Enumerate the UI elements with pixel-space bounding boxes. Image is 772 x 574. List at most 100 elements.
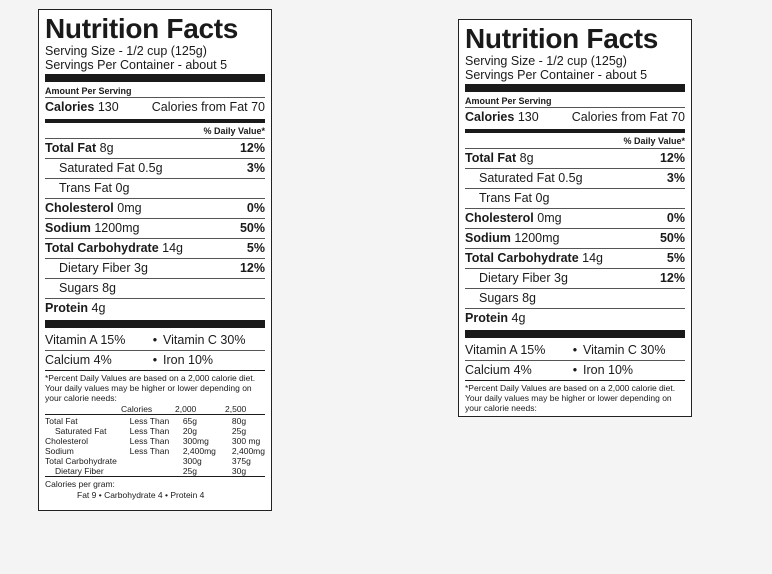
table-header-row: Calories 2,000 2,500 — [45, 404, 246, 414]
nutrient-amount: 14g — [582, 251, 604, 265]
bullet: • — [152, 333, 158, 347]
daily-value-header: % Daily Value* — [203, 126, 265, 136]
thin-divider — [45, 476, 265, 477]
vitamin-c: Vitamin C 30% — [583, 343, 666, 357]
calories-value: 130 — [97, 100, 119, 114]
amount-per-serving: Amount Per Serving — [465, 96, 552, 106]
nutrient-name: Total Fat — [45, 141, 97, 155]
nutrient-row-sodium: Sodium 1200mg 50% — [45, 218, 265, 238]
nutrient-row-protein: Protein 4g — [465, 308, 685, 328]
nutrient-row-saturated-fat: Saturated Fat 0.5g 3% — [45, 158, 265, 178]
nutrient-name: Trans Fat — [479, 191, 533, 205]
table-cell: Total Fat — [45, 416, 78, 426]
nutrient-pct: 0% — [246, 201, 265, 215]
table-row: Dietary Fiber 25g 30g — [45, 466, 265, 476]
nutrient-name: Protein — [45, 301, 89, 315]
thin-divider — [45, 414, 265, 415]
table-row: Total Fat Less Than 65g 80g — [45, 416, 265, 426]
calories-label: Calories — [45, 100, 95, 114]
nutrient-row-total-carb: Total Carbohydrate 14g 5% — [465, 248, 685, 268]
footnote: *Percent Daily Values are based on a 2,0… — [465, 383, 676, 413]
nutrient-amount: 4g — [511, 311, 526, 325]
thick-divider — [465, 330, 685, 338]
nutrient-pct: 12% — [239, 261, 265, 275]
table-cell: 2,500 — [225, 404, 247, 414]
table-cell: 20g — [182, 426, 198, 436]
table-cell: Sodium — [45, 446, 74, 456]
table-cell: Total Carbohydrate — [45, 456, 117, 466]
label-title: Nutrition Facts — [45, 13, 239, 44]
nutrient-amount: 3g — [134, 261, 148, 275]
nutrient-row-trans-fat: Trans Fat 0g — [45, 178, 265, 198]
nutrient-name: Cholesterol — [45, 201, 114, 215]
nutrient-name: Sodium — [45, 221, 91, 235]
mineral-row: Calcium 4% • Iron 10% — [45, 350, 265, 370]
calcium: Calcium 4% — [45, 353, 112, 367]
nutrient-name: Protein — [465, 311, 509, 325]
table-row: Cholesterol Less Than 300mg 300 mg — [45, 436, 265, 446]
iron: Iron 10% — [163, 353, 214, 367]
nutrient-row-sugars: Sugars 8g — [45, 278, 265, 298]
table-row: Total Carbohydrate 300g 375g — [45, 456, 265, 466]
table-cell: Less Than — [129, 416, 170, 426]
table-cell: Cholesterol — [45, 436, 88, 446]
nutrient-pct: 50% — [659, 231, 685, 245]
medium-divider — [465, 129, 685, 133]
table-cell: 25g — [182, 466, 198, 476]
nutrient-row-protein: Protein 4g — [45, 298, 265, 318]
thick-divider — [45, 74, 265, 82]
daily-value-header: % Daily Value* — [623, 136, 685, 146]
nutrient-name: Sugars — [479, 291, 519, 305]
vitamin-a: Vitamin A 15% — [465, 343, 546, 357]
nutrient-amount: 1200mg — [514, 231, 560, 245]
table-row: Saturated Fat Less Than 20g 25g — [45, 426, 265, 436]
calories-label: Calories — [465, 110, 515, 124]
amount-per-serving: Amount Per Serving — [45, 86, 132, 96]
nutrient-pct: 3% — [666, 171, 685, 185]
nutrient-pct: 12% — [659, 151, 685, 165]
thin-divider — [45, 370, 265, 371]
calories-value: 130 — [517, 110, 539, 124]
table-cell: Less Than — [129, 426, 170, 436]
nutrient-row-cholesterol: Cholesterol 0mg 0% — [45, 198, 265, 218]
table-cell: 300mg — [182, 436, 209, 446]
nutrient-pct: 0% — [666, 211, 685, 225]
nutrient-name: Trans Fat — [59, 181, 113, 195]
calories-row: Calories 130 Calories from Fat 70 — [45, 97, 265, 117]
servings-per-container: Servings Per Container - about 5 — [45, 58, 228, 72]
nutrient-pct: 5% — [666, 251, 685, 265]
table-cell: Less Than — [129, 446, 170, 456]
nutrient-row-sugars: Sugars 8g — [465, 288, 685, 308]
nutrient-row-cholesterol: Cholesterol 0mg 0% — [465, 208, 685, 228]
bullet: • — [572, 363, 578, 377]
nutrient-pct: 50% — [239, 221, 265, 235]
table-cell: 2,400mg — [231, 446, 265, 456]
nutrient-amount: 8g — [522, 291, 536, 305]
nutrient-amount: 8g — [102, 281, 116, 295]
nutrient-amount: 14g — [162, 241, 184, 255]
vitamin-a: Vitamin A 15% — [45, 333, 126, 347]
medium-divider — [45, 119, 265, 123]
table-cell: Less Than — [129, 436, 170, 446]
vitamin-c: Vitamin C 30% — [163, 333, 246, 347]
table-cell: 300g — [182, 456, 202, 466]
nutrient-name: Total Carbohydrate — [465, 251, 579, 265]
table-cell: Calories — [121, 404, 153, 414]
nutrient-amount: 0g — [115, 181, 130, 195]
nutrient-row-saturated-fat: Saturated Fat 0.5g 3% — [465, 168, 685, 188]
table-cell: 65g — [182, 416, 198, 426]
nutrient-amount: 0g — [535, 191, 550, 205]
nutrient-amount: 0.5g — [558, 171, 583, 185]
nutrient-amount: 0mg — [537, 211, 562, 225]
nutrient-amount: 8g — [519, 151, 534, 165]
nutrient-name: Total Fat — [465, 151, 517, 165]
nutrient-amount: 3g — [554, 271, 568, 285]
table-cell: Dietary Fiber — [55, 466, 104, 476]
nutrient-row-dietary-fiber: Dietary Fiber 3g 12% — [465, 268, 685, 288]
calcium: Calcium 4% — [465, 363, 532, 377]
table-cell: Saturated Fat — [55, 426, 107, 436]
nutrient-pct: 12% — [239, 141, 265, 155]
vitamin-row: Vitamin A 15% • Vitamin C 30% — [45, 331, 265, 350]
nutrient-amount: 4g — [91, 301, 106, 315]
table-cell: 25g — [231, 426, 247, 436]
